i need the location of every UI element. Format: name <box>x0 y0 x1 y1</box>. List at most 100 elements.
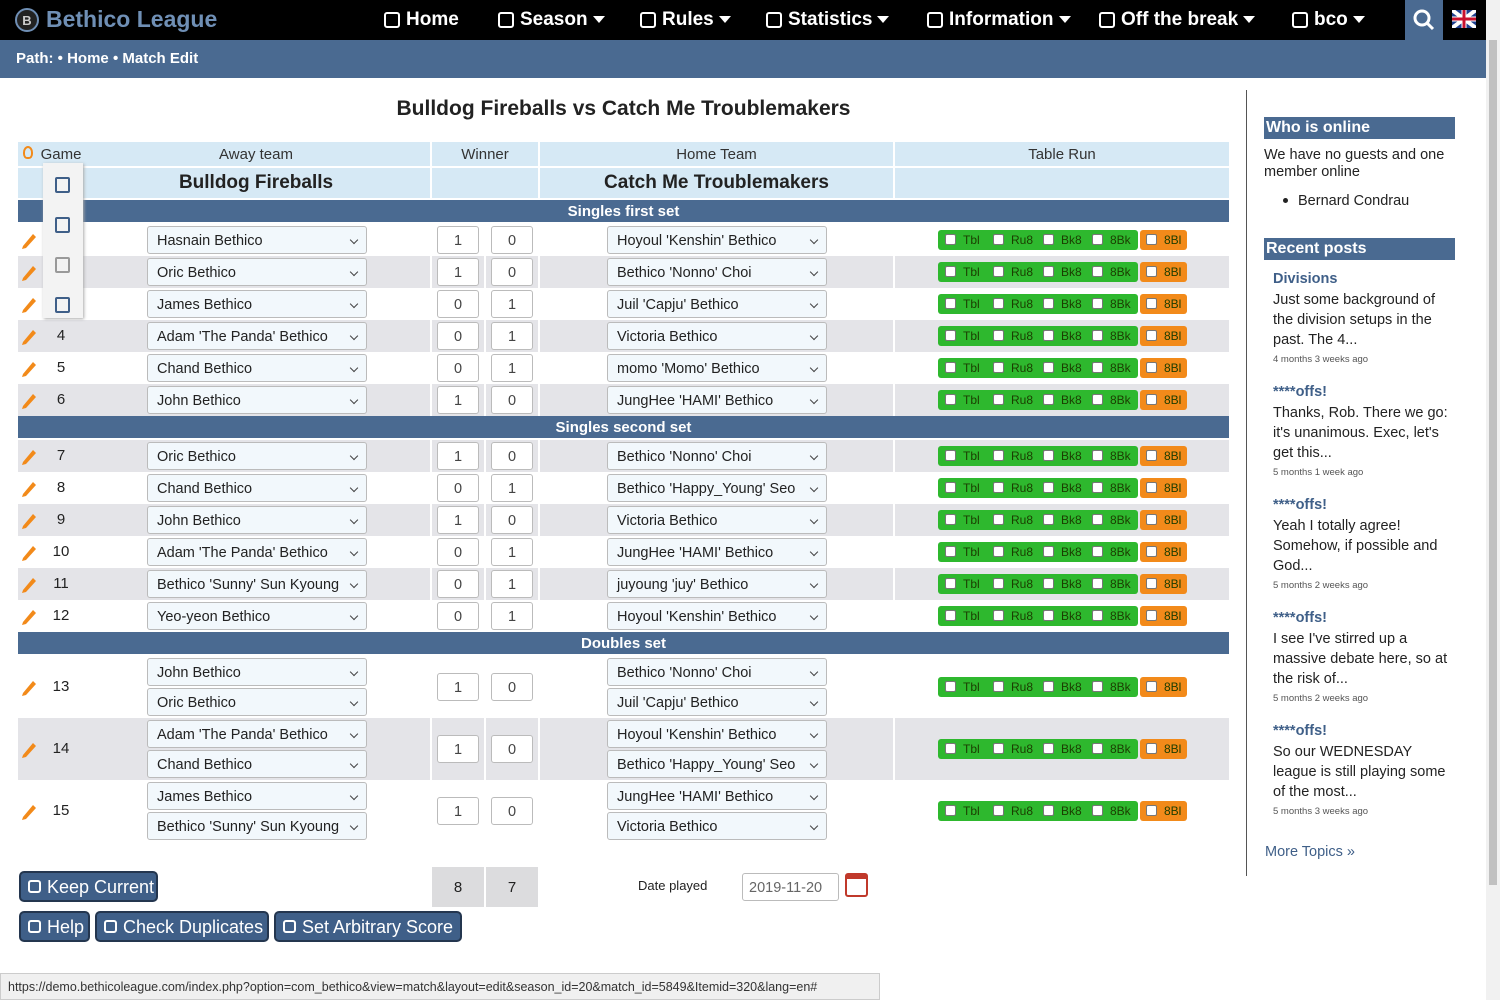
checkbox[interactable] <box>1043 743 1054 754</box>
checkbox[interactable] <box>1092 610 1103 621</box>
score-input[interactable]: 0 <box>437 322 479 350</box>
edit-icon[interactable] <box>20 231 36 249</box>
away-player-select[interactable]: James Bethico <box>147 290 367 318</box>
score-input[interactable]: 1 <box>491 354 533 382</box>
score-input[interactable]: 1 <box>437 506 479 534</box>
home-player-select[interactable]: Bethico 'Nonno' Choi <box>607 658 827 686</box>
checkbox[interactable] <box>1043 681 1054 692</box>
away-player-select[interactable]: Adam 'The Panda' Bethico <box>147 538 367 566</box>
away-player-select[interactable]: Bethico 'Sunny' Sun Kyoung <box>147 570 367 598</box>
nav-link[interactable]: bco <box>1314 9 1365 31</box>
checkbox[interactable] <box>1146 578 1157 589</box>
checkbox[interactable] <box>945 578 956 589</box>
home-player-select[interactable]: juyoung 'juy' Bethico <box>607 570 827 598</box>
checkbox[interactable] <box>945 805 956 816</box>
score-input[interactable]: 1 <box>437 258 479 286</box>
checkbox[interactable] <box>1092 743 1103 754</box>
post-title[interactable]: ****offs! <box>1273 723 1327 739</box>
score-input[interactable]: 0 <box>491 797 533 825</box>
checkbox[interactable] <box>1092 578 1103 589</box>
score-input[interactable]: 0 <box>491 258 533 286</box>
score-input[interactable]: 0 <box>491 442 533 470</box>
checkbox[interactable] <box>1043 266 1054 277</box>
checkbox[interactable] <box>1146 482 1157 493</box>
away-player-select[interactable]: Chand Bethico <box>147 750 367 778</box>
checkbox[interactable] <box>1146 743 1157 754</box>
score-input[interactable]: 1 <box>437 673 479 701</box>
calendar-icon[interactable] <box>845 873 868 897</box>
checkbox[interactable] <box>993 330 1004 341</box>
edit-icon[interactable] <box>20 678 36 696</box>
score-input[interactable]: 1 <box>437 442 479 470</box>
home-player-select[interactable]: JungHee 'HAMI' Bethico <box>607 386 827 414</box>
home-player-select[interactable]: Victoria Bethico <box>607 812 827 840</box>
brand[interactable]: Bethico League <box>46 6 218 32</box>
checkbox[interactable] <box>1043 394 1054 405</box>
home-player-select[interactable]: Hoyoul 'Kenshin' Bethico <box>607 602 827 630</box>
checkbox[interactable] <box>993 743 1004 754</box>
away-player-select[interactable]: Chand Bethico <box>147 354 367 382</box>
checkbox[interactable] <box>1146 805 1157 816</box>
nav-link[interactable]: Rules <box>662 9 731 31</box>
button[interactable]: Set Arbitrary Score <box>274 911 462 942</box>
away-player-select[interactable]: Adam 'The Panda' Bethico <box>147 322 367 350</box>
away-player-select[interactable]: John Bethico <box>147 506 367 534</box>
checkbox[interactable] <box>945 298 956 309</box>
checkbox[interactable] <box>945 450 956 461</box>
checkbox[interactable] <box>945 266 956 277</box>
checkbox[interactable] <box>945 610 956 621</box>
away-player-select[interactable]: Chand Bethico <box>147 474 367 502</box>
checkbox[interactable] <box>945 546 956 557</box>
checkbox[interactable] <box>1146 514 1157 525</box>
checkbox[interactable] <box>993 482 1004 493</box>
edit-icon[interactable] <box>20 802 36 820</box>
away-player-select[interactable]: Oric Bethico <box>147 258 367 286</box>
home-player-select[interactable]: Bethico 'Nonno' Choi <box>607 442 827 470</box>
edit-icon[interactable] <box>20 479 36 497</box>
checkbox[interactable] <box>1146 234 1157 245</box>
home-player-select[interactable]: Victoria Bethico <box>607 322 827 350</box>
button[interactable]: Help <box>19 911 90 942</box>
checkbox[interactable] <box>945 681 956 692</box>
nav-link[interactable]: Off the break <box>1121 9 1256 31</box>
home-player-select[interactable]: Hoyoul 'Kenshin' Bethico <box>607 226 827 254</box>
edit-icon[interactable] <box>20 607 36 625</box>
checkbox[interactable] <box>993 298 1004 309</box>
home-player-select[interactable]: Juil 'Capju' Bethico <box>607 290 827 318</box>
score-input[interactable]: 1 <box>491 474 533 502</box>
search-button[interactable] <box>1405 0 1443 40</box>
edit-icon[interactable] <box>20 511 36 529</box>
checkbox[interactable] <box>1146 546 1157 557</box>
away-player-select[interactable]: Oric Bethico <box>147 442 367 470</box>
score-input[interactable]: 0 <box>491 226 533 254</box>
away-player-select[interactable]: John Bethico <box>147 658 367 686</box>
checkbox[interactable] <box>1092 450 1103 461</box>
edit-icon[interactable] <box>20 295 36 313</box>
checkbox[interactable] <box>1043 234 1054 245</box>
edit-icon[interactable] <box>20 447 36 465</box>
checkbox[interactable] <box>1146 610 1157 621</box>
checkbox[interactable] <box>1043 298 1054 309</box>
edit-icon[interactable] <box>20 263 36 281</box>
checkbox[interactable] <box>1043 805 1054 816</box>
nav-link[interactable]: Information <box>949 9 1071 31</box>
score-input[interactable]: 0 <box>437 290 479 318</box>
checkbox[interactable] <box>993 546 1004 557</box>
checkbox[interactable] <box>945 514 956 525</box>
post-title[interactable]: ****offs! <box>1273 497 1327 513</box>
checkbox[interactable] <box>1146 450 1157 461</box>
breadcrumb-link[interactable]: Match Edit <box>122 50 199 67</box>
nav-link[interactable]: Home <box>406 9 459 30</box>
checkbox[interactable] <box>993 681 1004 692</box>
nav-link[interactable]: Statistics <box>788 9 890 31</box>
checkbox[interactable] <box>1043 330 1054 341</box>
score-input[interactable]: 0 <box>491 506 533 534</box>
checkbox[interactable] <box>1146 298 1157 309</box>
away-player-select[interactable]: Bethico 'Sunny' Sun Kyoung <box>147 812 367 840</box>
checkbox[interactable] <box>1092 482 1103 493</box>
score-input[interactable]: 0 <box>437 354 479 382</box>
score-input[interactable]: 1 <box>491 290 533 318</box>
score-input[interactable]: 0 <box>437 570 479 598</box>
more-topics[interactable]: More Topics » <box>1265 844 1355 860</box>
checkbox[interactable] <box>1092 234 1103 245</box>
